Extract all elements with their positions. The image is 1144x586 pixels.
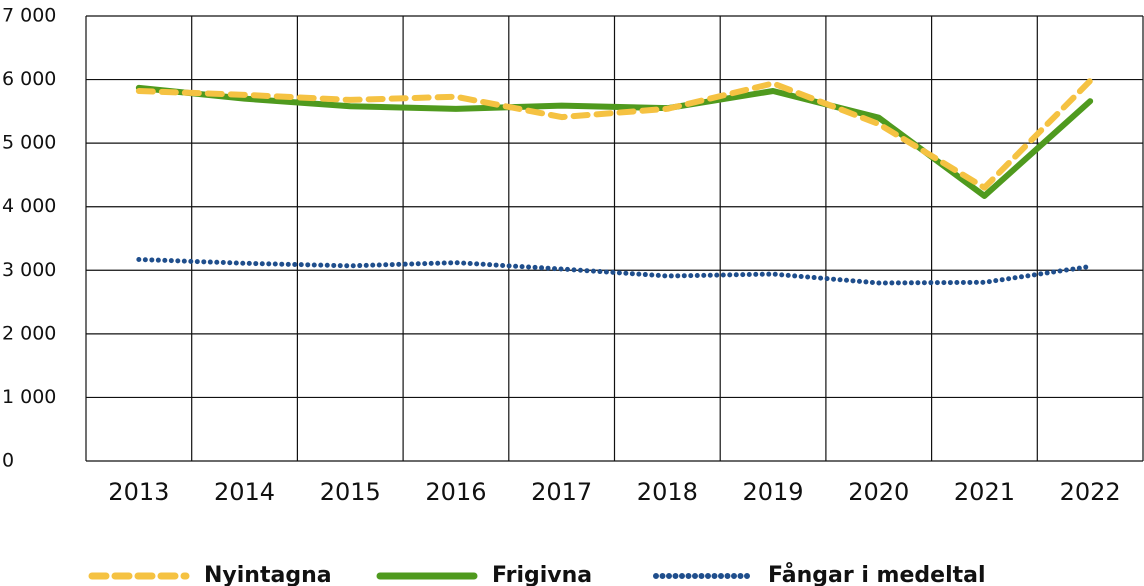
line-series bbox=[136, 256, 1093, 286]
x-tick-label: 2021 bbox=[954, 478, 1015, 506]
line-series bbox=[135, 77, 1094, 191]
x-tick-label: 2013 bbox=[108, 478, 169, 506]
y-tick-label: 2 000 bbox=[2, 322, 56, 344]
x-tick-label: 2020 bbox=[848, 478, 909, 506]
legend-label: Frigivna bbox=[492, 563, 592, 586]
y-tick-label: 3 000 bbox=[2, 259, 56, 281]
x-tick-label: 2014 bbox=[214, 478, 275, 506]
y-tick-label: 7 000 bbox=[2, 5, 56, 27]
x-tick-label: 2022 bbox=[1060, 478, 1121, 506]
x-tick-label: 2015 bbox=[320, 478, 381, 506]
x-tick-label: 2016 bbox=[425, 478, 486, 506]
x-tick-label: 2018 bbox=[637, 478, 698, 506]
y-tick-label: 4 000 bbox=[2, 195, 56, 217]
y-tick-label: 6 000 bbox=[2, 68, 56, 90]
x-tick-label: 2017 bbox=[531, 478, 592, 506]
y-tick-label: 5 000 bbox=[2, 132, 56, 154]
legend-label: Nyintagna bbox=[204, 563, 332, 586]
y-tick-label: 1 000 bbox=[2, 386, 56, 408]
legend-label: Fångar i medeltal bbox=[768, 562, 986, 586]
y-tick-label: 0 bbox=[2, 450, 14, 472]
x-tick-label: 2019 bbox=[743, 478, 804, 506]
